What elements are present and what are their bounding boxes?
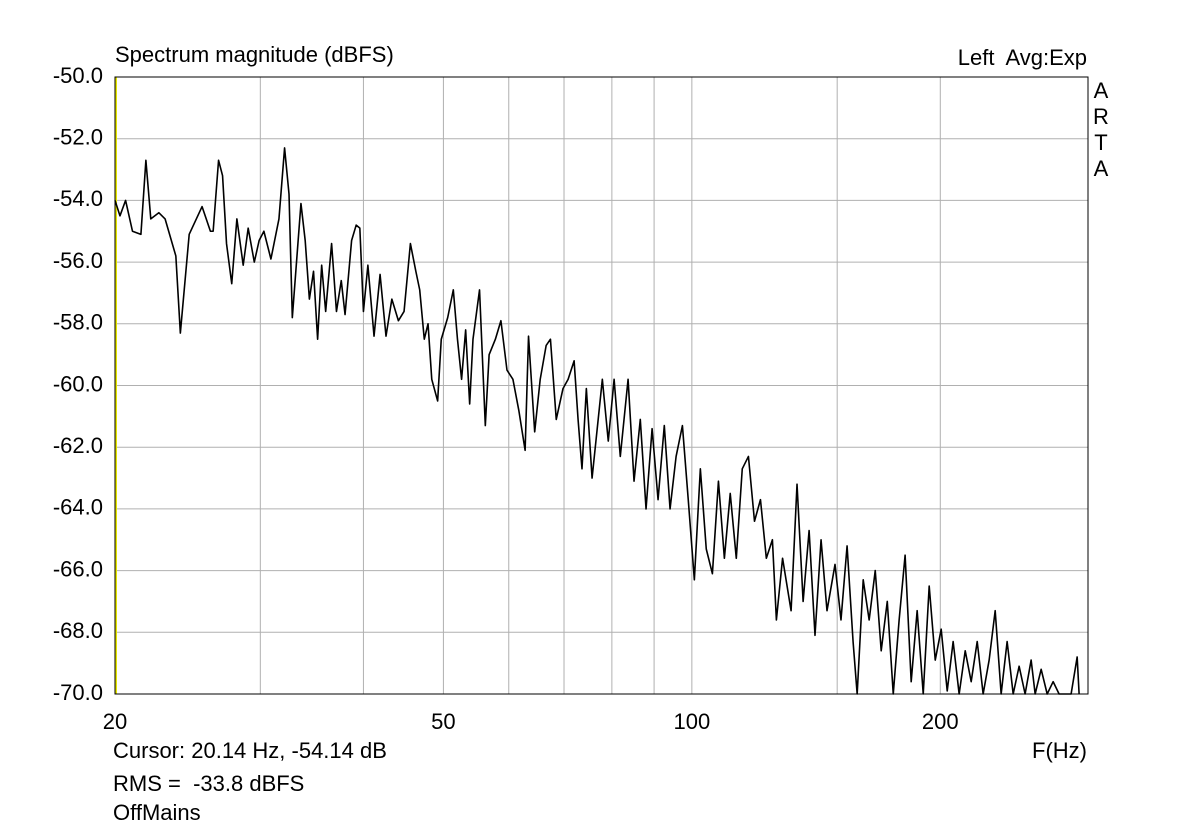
y-tick-label: -58.0 <box>53 310 103 335</box>
x-tick-label: 100 <box>673 709 710 734</box>
x-axis-label: F(Hz) <box>1032 738 1087 763</box>
y-tick-label: -52.0 <box>53 125 103 150</box>
y-tick-label: -70.0 <box>53 680 103 705</box>
y-tick-label: -68.0 <box>53 618 103 643</box>
channel-info: Left Avg:Exp <box>958 45 1087 70</box>
chart-title: Spectrum magnitude (dBFS) <box>115 42 394 67</box>
y-tick-label: -66.0 <box>53 556 103 581</box>
spectrum-line <box>114 147 1080 695</box>
plot-frame <box>114 76 1089 695</box>
rms-readout: RMS = -33.8 dBFS <box>113 771 304 796</box>
cursor-readout: Cursor: 20.14 Hz, -54.14 dB <box>113 738 387 763</box>
y-tick-label: -50.0 <box>53 63 103 88</box>
y-tick-label: -54.0 <box>53 186 103 211</box>
y-tick-label: -56.0 <box>53 248 103 273</box>
y-tick-label: -60.0 <box>53 371 103 396</box>
x-tick-label: 50 <box>431 709 455 734</box>
y-tick-label: -64.0 <box>53 495 103 520</box>
x-tick-label: 20 <box>103 709 127 734</box>
y-tick-label: -62.0 <box>53 433 103 458</box>
brand: ARTA <box>1093 78 1109 181</box>
mode-label: OffMains <box>113 800 201 825</box>
x-tick-label: 200 <box>922 709 959 734</box>
